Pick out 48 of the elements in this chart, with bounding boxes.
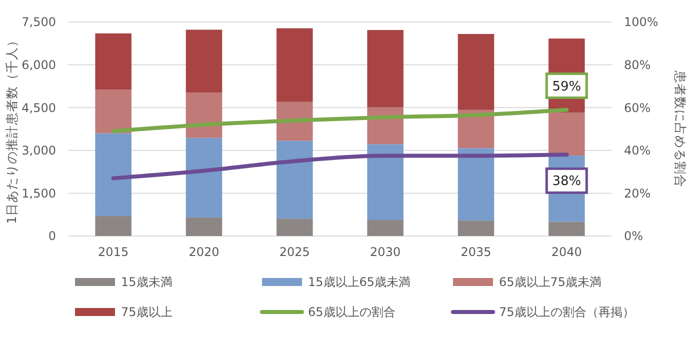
legend-label: 75歳以上の割合（再掲） [499, 305, 634, 320]
bar [95, 133, 132, 216]
y-tick-label: 3,000 [22, 144, 56, 158]
legend-label: 15歳未満 [121, 275, 172, 290]
bar [186, 30, 222, 92]
bar [458, 220, 494, 236]
bar [186, 92, 222, 138]
x-tick-label: 2015 [98, 245, 129, 259]
legend-label: 65歳以上75歳未満 [499, 275, 602, 290]
bar [367, 220, 404, 236]
bar [367, 144, 404, 220]
y2-tick-label: 40% [624, 144, 651, 158]
y-tick-label: 7,500 [22, 15, 56, 30]
y2-tick-label: 0% [624, 229, 644, 244]
y-tick-label: 0 [48, 229, 56, 244]
y2-tick-label: 20% [624, 186, 651, 200]
bar [95, 90, 132, 134]
bar [186, 138, 222, 218]
bar [95, 216, 132, 236]
legend-label: 65歳以上の割合 [308, 305, 396, 320]
x-tick-label: 2035 [460, 245, 492, 259]
y2-tick-label: 80% [624, 58, 651, 72]
y2-tick-label: 60% [624, 100, 651, 115]
y-tick-label: 4,500 [22, 100, 56, 115]
bar [276, 28, 313, 102]
bar [548, 112, 585, 156]
bar [95, 33, 132, 90]
bar [276, 140, 313, 219]
legend-label: 15歳以上65歳未満 [308, 275, 411, 290]
y-tick-label: 1,500 [22, 186, 56, 200]
y2-axis-title: 患者数に占める割合 [673, 70, 688, 188]
bar [367, 30, 404, 108]
y-axis-title: 1日あたりの推計患者数（千人） [4, 34, 19, 224]
y2-tick-label: 100% [624, 15, 658, 30]
bar [458, 148, 494, 221]
y-tick-label: 6,000 [22, 58, 56, 72]
x-tick-label: 2040 [551, 245, 582, 259]
legend-label: 75歳以上 [121, 305, 172, 320]
bar [548, 222, 585, 236]
bar [458, 34, 494, 110]
x-tick-label: 2025 [279, 245, 310, 259]
annotation: 38% [552, 174, 582, 190]
x-tick-label: 2020 [188, 245, 220, 259]
bar [276, 218, 313, 236]
x-tick-label: 2030 [370, 245, 401, 259]
bar [186, 217, 222, 236]
line-series [111, 108, 569, 134]
annotation: 59% [552, 79, 582, 94]
